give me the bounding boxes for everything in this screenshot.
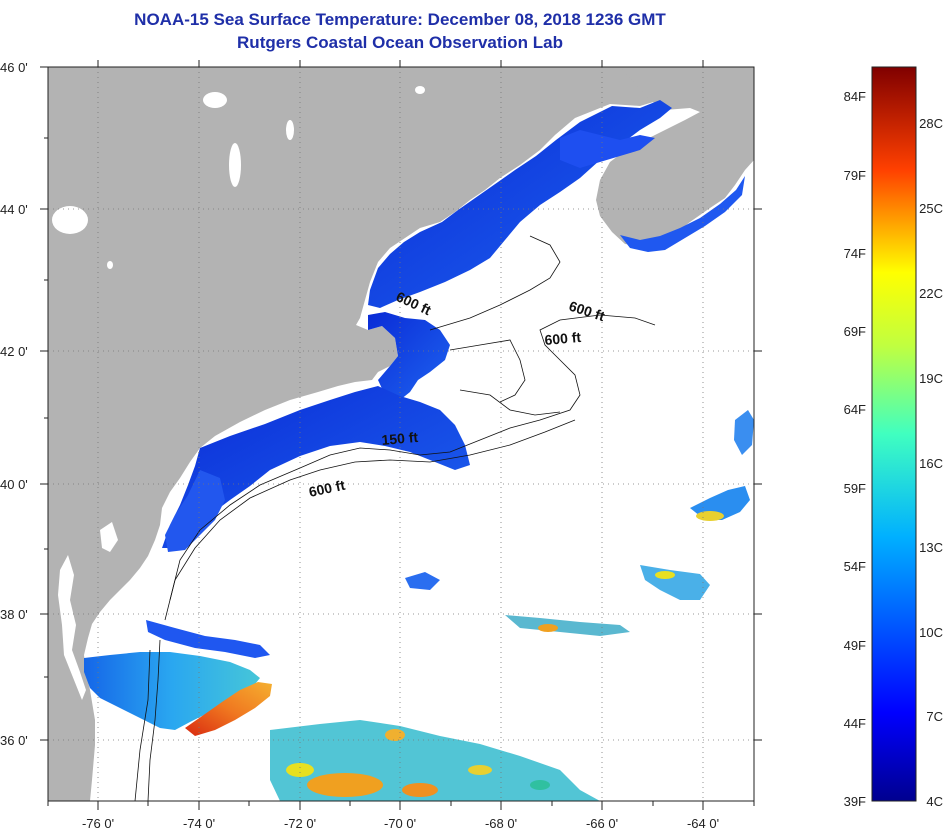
lat-tick-label: 44 0' <box>0 202 28 217</box>
sst-warm-patch <box>307 773 383 797</box>
lon-tick-label: -66 0' <box>586 816 618 831</box>
lon-tick-label: -74 0' <box>183 816 215 831</box>
isobath-contours <box>134 235 656 801</box>
sst-virginia-shelf <box>84 652 260 730</box>
sst-warm-patch <box>655 571 675 579</box>
lon-tick-label: -76 0' <box>82 816 114 831</box>
land-mainland <box>48 67 660 801</box>
lake <box>107 261 113 269</box>
sst-nj-shelf <box>165 470 225 552</box>
sst-southern-shelf <box>162 386 470 548</box>
sst-offshore-patch-4 <box>405 572 440 590</box>
lon-tick-label: -68 0' <box>485 816 517 831</box>
sst-warm-patch <box>696 511 724 521</box>
lat-tick-label: 40 0' <box>0 477 28 492</box>
sst-cape-cod <box>368 312 450 400</box>
lake <box>415 86 425 94</box>
map-subtitle: Rutgers Coastal Ocean Observation Lab <box>237 33 563 52</box>
axis-ticks <box>40 60 762 810</box>
sst-gulf-stream <box>185 682 272 736</box>
sst-eastern-patch-2 <box>734 410 754 455</box>
sst-warm-patch <box>385 729 405 741</box>
map-frame <box>47 66 755 802</box>
sst-bay-of-fundy <box>560 130 655 168</box>
sst-nova-scotia-shelf <box>620 176 745 252</box>
isobath-label: 600 ft <box>307 477 346 500</box>
sst-warm-patch <box>538 624 558 632</box>
land-nova-scotia <box>596 67 754 246</box>
sst-mid-atlantic-strip <box>146 620 270 658</box>
lake <box>203 92 227 108</box>
lat-tick-label: 36 0' <box>0 733 28 748</box>
lon-tick-label: -72 0' <box>284 816 316 831</box>
lon-tick-label: -64 0' <box>687 816 719 831</box>
lat-tick-label: 46 0' <box>0 60 28 75</box>
sst-warm-patch <box>402 783 438 797</box>
sst-offshore-patch-3 <box>505 615 630 636</box>
lake <box>286 120 294 140</box>
chesapeake-bay <box>58 555 86 700</box>
delaware-bay <box>100 522 118 552</box>
lat-tick-label: 38 0' <box>0 607 28 622</box>
sst-warm-patch <box>286 763 314 777</box>
sst-warm-patch <box>468 765 492 775</box>
isobath-label: 600 ft <box>544 329 582 348</box>
lake <box>229 143 241 187</box>
sst-warm-patch <box>530 780 550 790</box>
lake <box>52 206 88 234</box>
lat-tick-label: 42 0' <box>0 344 28 359</box>
lon-tick-label: -70 0' <box>384 816 416 831</box>
map-title: NOAA-15 Sea Surface Temperature: Decembe… <box>134 10 666 29</box>
isobath-label: 150 ft <box>381 429 419 448</box>
